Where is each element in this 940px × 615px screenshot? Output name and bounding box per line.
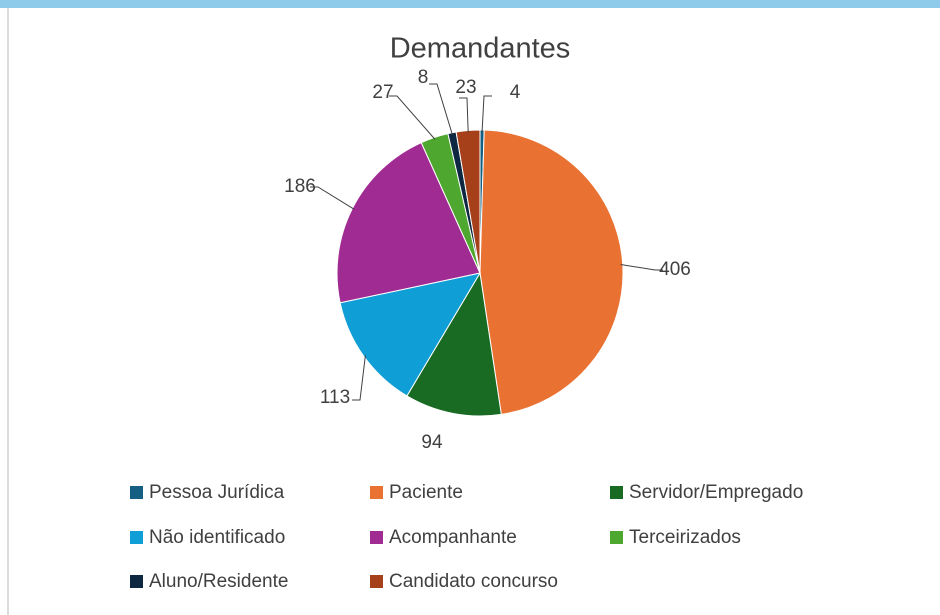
legend-swatch — [610, 531, 623, 544]
leader-line — [459, 97, 469, 133]
pie-slice — [339, 272, 482, 397]
pie-slice — [479, 129, 624, 415]
leader-line — [310, 186, 355, 210]
legend-swatch — [610, 486, 623, 499]
legend-label: Acompanhante — [389, 527, 517, 548]
legend-swatch — [130, 531, 143, 544]
legend-swatch — [130, 575, 143, 588]
leader-line — [352, 355, 366, 401]
top-bar — [0, 0, 940, 8]
legend-label: Servidor/Empregado — [629, 482, 803, 503]
legend-swatch — [130, 486, 143, 499]
pie-slice — [406, 271, 502, 417]
legend-label: Terceirizados — [629, 527, 741, 548]
leader-line — [620, 264, 663, 271]
data-label: 186 — [284, 176, 316, 197]
data-label: 94 — [421, 432, 443, 453]
data-label: 406 — [659, 259, 691, 280]
legend-label: Paciente — [389, 482, 463, 503]
data-label: 23 — [455, 77, 476, 98]
legend-label: Candidato concurso — [389, 571, 558, 592]
legend-label: Não identificado — [149, 527, 285, 548]
data-label: 27 — [372, 82, 393, 103]
data-label: 4 — [510, 82, 521, 103]
leader-line — [429, 83, 453, 135]
leader-line — [481, 95, 492, 133]
legend-swatch — [370, 531, 383, 544]
leader-line — [389, 95, 436, 140]
legend-swatch — [370, 486, 383, 499]
legend-swatch — [370, 575, 383, 588]
data-label: 8 — [418, 67, 429, 88]
chart-title: Demandantes — [390, 33, 571, 65]
data-label: 113 — [320, 387, 350, 408]
legend-label: Aluno/Residente — [149, 571, 288, 592]
legend-label: Pessoa Jurídica — [149, 482, 285, 503]
